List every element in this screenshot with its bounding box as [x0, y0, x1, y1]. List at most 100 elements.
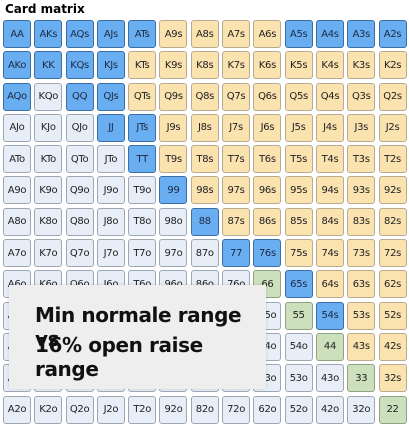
hand-cell[interactable]: 42s — [378, 332, 407, 361]
hand-cell[interactable]: A4s — [315, 20, 344, 48]
hand-cell[interactable]: Q9s — [159, 82, 188, 111]
hand-cell[interactable]: 99 — [159, 176, 188, 205]
hand-cell[interactable]: T6s — [253, 145, 282, 174]
hand-cell[interactable]: Q2s — [378, 82, 407, 111]
hand-cell[interactable]: AA — [3, 20, 31, 48]
hand-cell[interactable]: T9s — [159, 145, 188, 174]
hand-cell[interactable]: QTo — [65, 145, 94, 174]
hand-cell[interactable]: 94s — [315, 176, 344, 205]
hand-cell[interactable]: JJ — [96, 113, 125, 142]
hand-cell[interactable]: Q8o — [65, 207, 94, 236]
hand-cell[interactable]: 93s — [347, 176, 376, 205]
hand-cell[interactable]: 54s — [315, 301, 344, 330]
hand-cell[interactable]: 82s — [378, 207, 407, 236]
hand-cell[interactable]: K2o — [34, 395, 63, 424]
hand-cell[interactable]: A9s — [159, 20, 188, 48]
hand-cell[interactable]: KTs — [128, 51, 157, 80]
hand-cell[interactable]: Q9o — [65, 176, 94, 205]
hand-cell[interactable]: 82o — [190, 395, 219, 424]
hand-cell[interactable]: AJs — [96, 20, 125, 48]
hand-cell[interactable]: KK — [34, 51, 63, 80]
hand-cell[interactable]: 64s — [315, 270, 344, 299]
hand-cell[interactable]: 86s — [253, 207, 282, 236]
hand-cell[interactable]: 87s — [222, 207, 251, 236]
hand-cell[interactable]: T2s — [378, 145, 407, 174]
hand-cell[interactable]: 75s — [284, 239, 313, 268]
hand-cell[interactable]: 98s — [190, 176, 219, 205]
hand-cell[interactable]: 76s — [253, 239, 282, 268]
hand-cell[interactable]: K9o — [34, 176, 63, 205]
hand-cell[interactable]: 96s — [253, 176, 282, 205]
hand-cell[interactable]: 33 — [347, 364, 376, 393]
hand-cell[interactable]: Q6s — [253, 82, 282, 111]
hand-cell[interactable]: 65s — [284, 270, 313, 299]
hand-cell[interactable]: KQo — [34, 82, 63, 111]
hand-cell[interactable]: AKo — [3, 51, 31, 80]
hand-cell[interactable]: J7o — [96, 239, 125, 268]
hand-cell[interactable]: KJs — [96, 51, 125, 80]
hand-cell[interactable]: 74s — [315, 239, 344, 268]
hand-cell[interactable]: 97s — [222, 176, 251, 205]
hand-cell[interactable]: T3s — [347, 145, 376, 174]
hand-cell[interactable]: A8o — [3, 207, 31, 236]
hand-cell[interactable]: AJo — [3, 113, 31, 142]
hand-cell[interactable]: T7s — [222, 145, 251, 174]
hand-cell[interactable]: K8o — [34, 207, 63, 236]
hand-cell[interactable]: 53s — [347, 301, 376, 330]
hand-cell[interactable]: K4s — [315, 51, 344, 80]
hand-cell[interactable]: QQ — [65, 82, 94, 111]
hand-cell[interactable]: J2o — [96, 395, 125, 424]
hand-cell[interactable]: Q8s — [190, 82, 219, 111]
hand-cell[interactable]: TT — [128, 145, 157, 174]
hand-cell[interactable]: 43o — [315, 364, 344, 393]
hand-cell[interactable]: K5s — [284, 51, 313, 80]
hand-cell[interactable]: 32o — [347, 395, 376, 424]
hand-cell[interactable]: JTs — [128, 113, 157, 142]
hand-cell[interactable]: A7o — [3, 239, 31, 268]
hand-cell[interactable]: KQs — [65, 51, 94, 80]
hand-cell[interactable]: 98o — [159, 207, 188, 236]
hand-cell[interactable]: 95s — [284, 176, 313, 205]
hand-cell[interactable]: T2o — [128, 395, 157, 424]
hand-cell[interactable]: A5s — [284, 20, 313, 48]
hand-cell[interactable]: A3s — [347, 20, 376, 48]
hand-cell[interactable]: 73s — [347, 239, 376, 268]
hand-cell[interactable]: 66 — [253, 270, 282, 299]
hand-cell[interactable]: 63s — [347, 270, 376, 299]
hand-cell[interactable]: A2s — [378, 20, 407, 48]
hand-cell[interactable]: Q5s — [284, 82, 313, 111]
hand-cell[interactable]: J5s — [284, 113, 313, 142]
hand-cell[interactable]: Q7s — [222, 82, 251, 111]
hand-cell[interactable]: JTo — [96, 145, 125, 174]
hand-cell[interactable]: Q4s — [315, 82, 344, 111]
hand-cell[interactable]: K6s — [253, 51, 282, 80]
hand-cell[interactable]: KJo — [34, 113, 63, 142]
hand-cell[interactable]: J8o — [96, 207, 125, 236]
hand-cell[interactable]: T8o — [128, 207, 157, 236]
hand-cell[interactable]: 52o — [284, 395, 313, 424]
hand-cell[interactable]: 42o — [315, 395, 344, 424]
hand-cell[interactable]: 72o — [222, 395, 251, 424]
hand-cell[interactable]: AQs — [65, 20, 94, 48]
hand-cell[interactable]: T8s — [190, 145, 219, 174]
hand-cell[interactable]: K3s — [347, 51, 376, 80]
hand-cell[interactable]: 87o — [190, 239, 219, 268]
hand-cell[interactable]: 53o — [284, 364, 313, 393]
hand-cell[interactable]: QTs — [128, 82, 157, 111]
hand-cell[interactable]: K7s — [222, 51, 251, 80]
hand-cell[interactable]: QJs — [96, 82, 125, 111]
hand-cell[interactable]: 92s — [378, 176, 407, 205]
hand-cell[interactable]: J8s — [190, 113, 219, 142]
hand-cell[interactable]: 62s — [378, 270, 407, 299]
hand-cell[interactable]: 32s — [378, 364, 407, 393]
hand-cell[interactable]: ATo — [3, 145, 31, 174]
hand-cell[interactable]: AQo — [3, 82, 31, 111]
hand-cell[interactable]: K7o — [34, 239, 63, 268]
hand-cell[interactable]: K2s — [378, 51, 407, 80]
hand-cell[interactable]: Q2o — [65, 395, 94, 424]
hand-cell[interactable]: 54o — [284, 332, 313, 361]
hand-cell[interactable]: T5s — [284, 145, 313, 174]
hand-cell[interactable]: T7o — [128, 239, 157, 268]
hand-cell[interactable]: AKs — [34, 20, 63, 48]
hand-cell[interactable]: T9o — [128, 176, 157, 205]
